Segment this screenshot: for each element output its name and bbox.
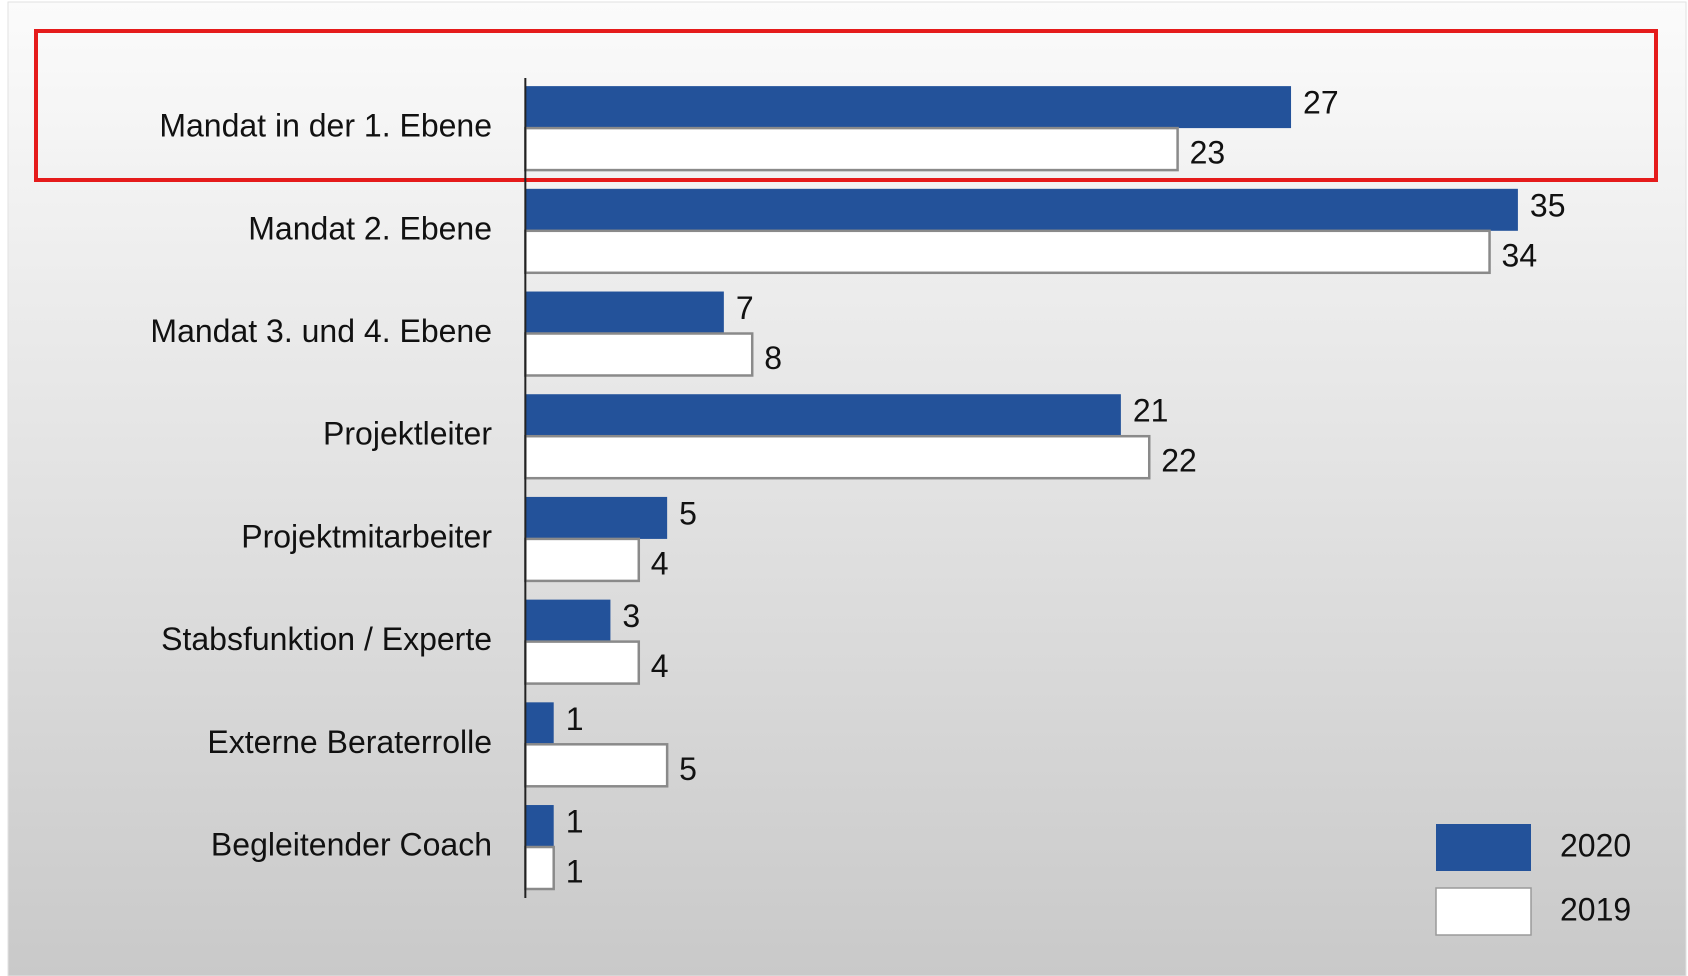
value-label: 1	[566, 853, 584, 889]
bar	[525, 291, 724, 334]
legend-label: 2020	[1560, 827, 1631, 863]
category-label: Mandat in der 1. Ebene	[159, 108, 492, 144]
value-label: 27	[1303, 85, 1339, 121]
category-label: Mandat 2. Ebene	[248, 210, 492, 246]
bar	[524, 743, 669, 788]
category-label: Externe Beraterrolle	[207, 724, 492, 760]
highlight-box	[34, 29, 1658, 182]
category-label: Projektleiter	[323, 416, 492, 452]
category-label: Mandat 3. und 4. Ebene	[150, 313, 492, 349]
value-label: 4	[651, 545, 669, 581]
bar	[524, 126, 1179, 172]
bar	[524, 229, 1491, 275]
bar	[525, 86, 1292, 129]
bar	[524, 845, 555, 891]
value-label: 35	[1530, 187, 1566, 223]
legend-swatch	[1436, 824, 1531, 871]
category-label: Stabsfunktion / Experte	[161, 621, 492, 657]
value-label: 23	[1190, 135, 1226, 171]
legend-label: 2019	[1560, 891, 1631, 927]
bar	[525, 599, 611, 642]
bar	[524, 537, 641, 583]
category-label: Begleitender Coach	[211, 826, 492, 862]
value-label: 3	[622, 598, 640, 634]
bar	[525, 394, 1121, 437]
value-label: 5	[679, 751, 697, 787]
value-label: 22	[1161, 443, 1197, 479]
legend-swatch	[1435, 887, 1532, 936]
value-label: 7	[736, 290, 754, 326]
value-label: 4	[651, 648, 669, 684]
value-label: 21	[1133, 393, 1169, 429]
value-label: 1	[566, 701, 584, 737]
value-label: 34	[1502, 237, 1538, 273]
bar	[525, 702, 554, 745]
bar	[524, 332, 754, 377]
category-label: Projektmitarbeiter	[241, 518, 492, 554]
value-label: 8	[764, 340, 782, 376]
bar	[524, 434, 1151, 480]
bar	[524, 640, 641, 685]
bar	[525, 496, 668, 539]
bar	[525, 188, 1518, 231]
bar	[525, 805, 554, 848]
value-label: 5	[679, 495, 697, 531]
value-label: 1	[566, 803, 584, 839]
